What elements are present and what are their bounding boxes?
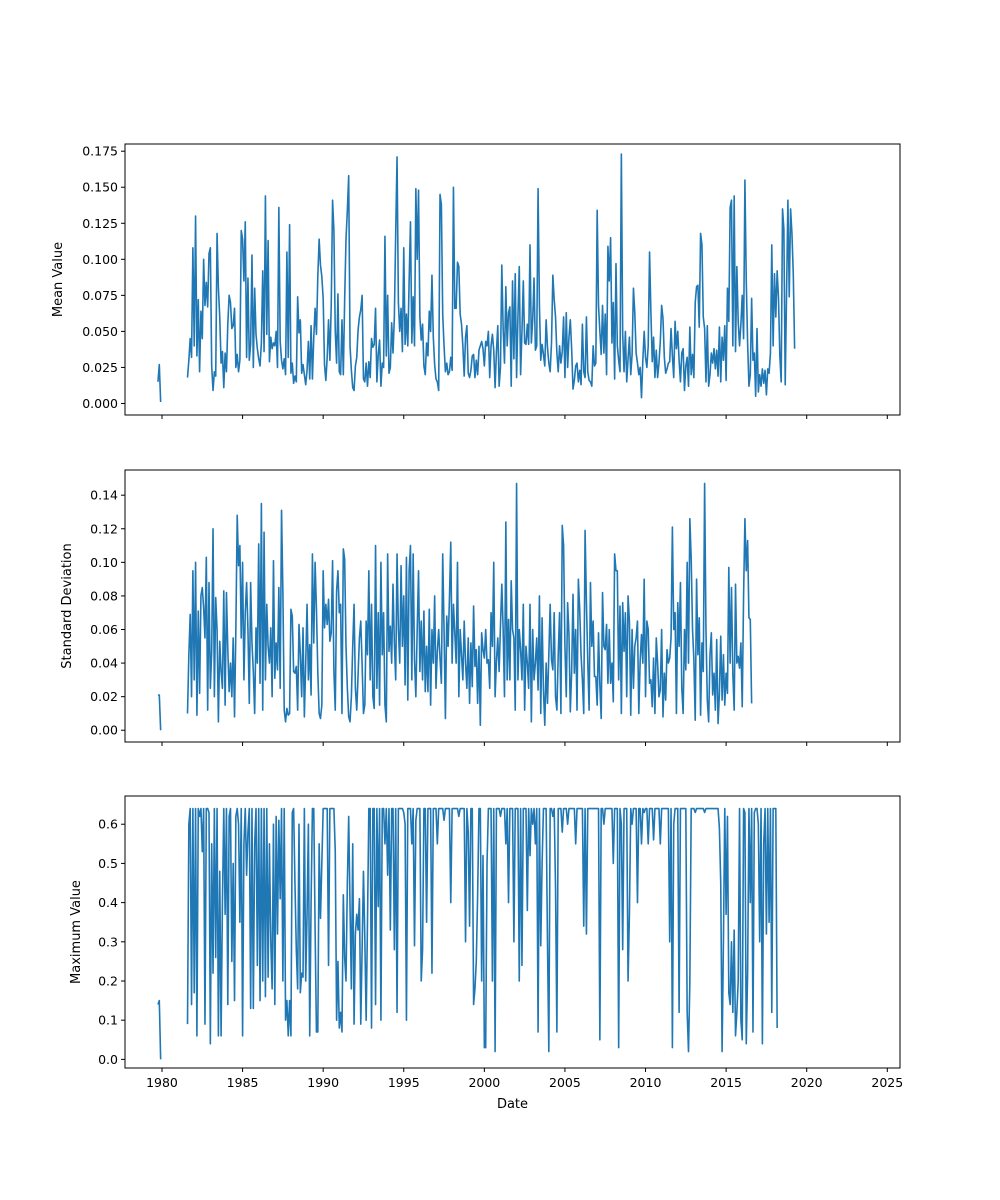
- y-tick-label: 0.000: [82, 396, 118, 411]
- x-tick-label: 1985: [227, 1075, 259, 1090]
- x-tick-label: 2010: [630, 1075, 662, 1090]
- series-line-segment: [186, 482, 753, 727]
- y-tick-label: 0.10: [90, 555, 118, 570]
- standard-deviation-panel: 0.00 0.02 0.04 0.06 0.08 0.10 0.12 0.14 Standard…: [60, 469, 901, 746]
- y-tick-label: 0.175: [82, 144, 118, 159]
- y-tick-label: 0.6: [98, 817, 118, 832]
- y-tick-label: 0.125: [82, 216, 118, 231]
- y-tick-label: 0.02: [90, 689, 118, 704]
- y-axis-label: Mean Value: [51, 242, 66, 317]
- maximum-value-panel: 0.0 0.1 0.2 0.3 0.4 0.5 0.6 1980 1985 1990 1995 200…: [69, 795, 903, 1090]
- y-tick-label: 0.08: [90, 588, 118, 603]
- x-tick-label: 2020: [791, 1075, 823, 1090]
- x-tick-label: 1980: [146, 1075, 178, 1090]
- series-line-segment: [157, 363, 162, 403]
- y-axis-label: Maximum Value: [69, 880, 84, 984]
- y-tick-label: 0.1: [98, 1013, 118, 1028]
- axes-frame: [124, 795, 901, 1069]
- y-tick-label: 0.2: [98, 973, 118, 988]
- y-tick-label: 0.14: [90, 488, 118, 503]
- y-tick-label: 0.0: [98, 1052, 118, 1067]
- y-tick-label: 0.150: [82, 180, 118, 195]
- y-tick-label: 0.06: [90, 622, 118, 637]
- axes-frame: [124, 143, 901, 416]
- series-line-segment: [186, 153, 796, 399]
- x-axis-label: Date: [497, 1097, 528, 1112]
- x-tick-label: 2005: [549, 1075, 581, 1090]
- axes-frame: [124, 469, 901, 743]
- mean-value-panel: 0.000 0.025 0.050 0.075 0.100 0.125 0.150 0.175…: [51, 143, 901, 419]
- y-tick-label: 0.12: [90, 521, 118, 536]
- series-line-segment: [157, 999, 162, 1060]
- y-tick-label: 0.025: [82, 360, 118, 375]
- x-tick-label: 1990: [307, 1075, 339, 1090]
- series-line-segment: [186, 807, 778, 1053]
- series-line-segment: [157, 694, 162, 731]
- y-tick-label: 0.100: [82, 252, 118, 267]
- x-tick-label: 2015: [710, 1075, 742, 1090]
- y-tick-label: 0.5: [98, 856, 118, 871]
- x-tick-label: 2000: [468, 1075, 500, 1090]
- x-tick-label: 2025: [871, 1075, 903, 1090]
- y-tick-label: 0.050: [82, 324, 118, 339]
- y-axis-label: Standard Deviation: [60, 543, 75, 668]
- y-tick-label: 0.04: [90, 656, 118, 671]
- y-tick-label: 0.3: [98, 934, 118, 949]
- y-tick-label: 0.075: [82, 288, 118, 303]
- x-tick-label: 1995: [388, 1075, 420, 1090]
- y-tick-label: 0.00: [90, 723, 118, 738]
- y-tick-label: 0.4: [98, 895, 118, 910]
